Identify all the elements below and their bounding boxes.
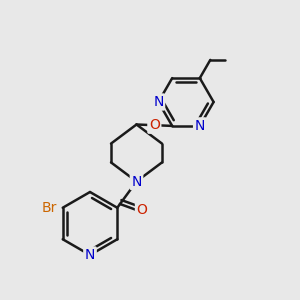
Text: Br: Br (41, 201, 57, 215)
Text: N: N (195, 119, 205, 133)
Text: O: O (136, 203, 147, 217)
Text: N: N (153, 95, 164, 109)
Text: N: N (85, 248, 95, 262)
Text: N: N (131, 175, 142, 188)
Text: O: O (149, 118, 160, 132)
